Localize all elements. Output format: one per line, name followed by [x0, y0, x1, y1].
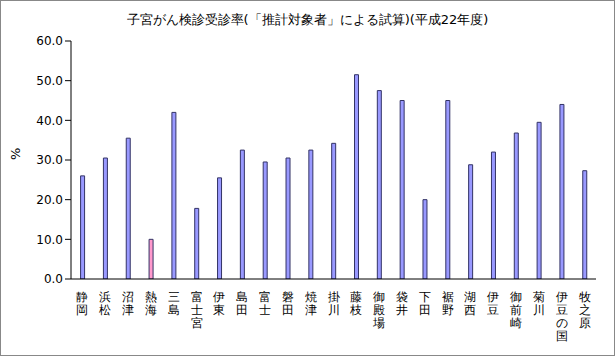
- svg-text:三島: 三島: [168, 290, 180, 317]
- svg-text:伊東: 伊東: [213, 290, 225, 317]
- svg-text:40.0: 40.0: [36, 114, 63, 128]
- svg-text:浜松: 浜松: [99, 290, 111, 317]
- svg-text:50.0: 50.0: [36, 74, 63, 88]
- html-text:子宮がん検診受診率(「推計対象者」による試算)(平成22年度: 子宮がん検診受診率(「推計対象者」による試算)(平成22年度): [126, 12, 489, 27]
- svg-text:裾野: 裾野: [442, 290, 454, 317]
- svg-text:伊豆: 伊豆: [487, 290, 499, 317]
- svg-text:焼津: 焼津: [305, 290, 317, 317]
- svg-text:伊豆の国: 伊豆の国: [556, 290, 568, 343]
- svg-text:湖西: 湖西: [464, 290, 476, 317]
- svg-text:御前崎: 御前崎: [510, 290, 522, 330]
- svg-text:牧之原: 牧之原: [579, 290, 591, 330]
- svg-text:沼津: 沼津: [122, 290, 134, 317]
- svg-text:20.0: 20.0: [36, 193, 63, 207]
- svg-text:掛川: 掛川: [328, 290, 340, 317]
- svg-text:30.0: 30.0: [36, 153, 63, 167]
- svg-text:富士宮: 富士宮: [191, 290, 203, 330]
- svg-text:島田: 島田: [236, 290, 248, 317]
- svg-text:10.0: 10.0: [36, 233, 63, 247]
- svg-text:0.0: 0.0: [44, 272, 63, 286]
- svg-text:60.0: 60.0: [36, 34, 63, 48]
- svg-text:富士: 富士: [259, 290, 271, 317]
- svg-text:%: %: [8, 148, 23, 160]
- svg-text:静岡: 静岡: [76, 290, 88, 317]
- svg-text:袋井: 袋井: [396, 290, 408, 317]
- svg-text:磐田: 磐田: [282, 290, 294, 317]
- svg-text:御殿場: 御殿場: [372, 290, 385, 330]
- svg-text:菊川: 菊川: [533, 290, 545, 317]
- svg-text:藤枝: 藤枝: [349, 290, 362, 317]
- svg-text:下田: 下田: [419, 290, 431, 317]
- svg-text:熱海: 熱海: [145, 290, 157, 317]
